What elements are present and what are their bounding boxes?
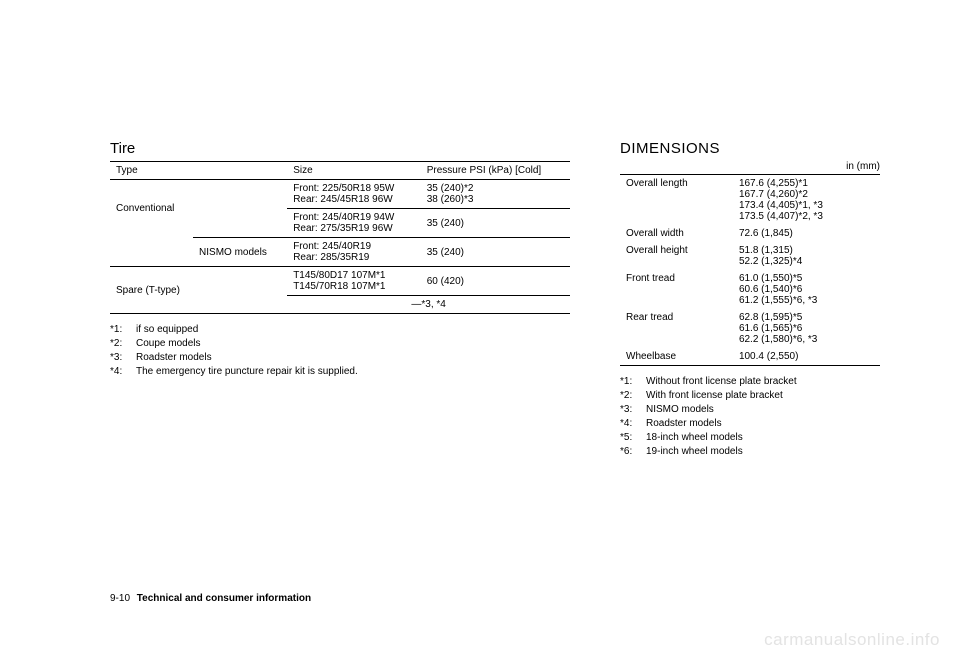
note-row: *2:Coupe models [110,338,570,349]
dim-value: 100.4 (2,550) [733,348,880,366]
note-key: *5: [620,432,646,443]
note-val: 18-inch wheel models [646,432,743,443]
watermark: carmanualsonline.info [764,630,940,650]
dimensions-title: DIMENSIONS [620,140,880,157]
table-row: Conventional Front: 225/50R18 95W Rear: … [110,180,570,209]
note-row: *3:Roadster models [110,352,570,363]
note-row: *5:18-inch wheel models [620,432,880,443]
tire-header-row: Type Size Pressure PSI (kPa) [Cold] [110,162,570,180]
note-val: Roadster models [136,352,212,363]
note-val: Coupe models [136,338,200,349]
note-val: With front license plate bracket [646,390,783,401]
note-val: Without front license plate bracket [646,376,797,387]
dim-label: Overall width [620,225,733,242]
note-row: *2:With front license plate bracket [620,390,880,401]
page-footer: 9-10 Technical and consumer information [110,593,311,604]
table-row: Overall height51.8 (1,315) 52.2 (1,325)*… [620,242,880,270]
note-val: NISMO models [646,404,714,415]
page-title: Technical and consumer information [137,593,311,604]
tire-notes: *1:if so equipped *2:Coupe models *3:Roa… [110,324,570,377]
cell-pressure: 35 (240) [421,209,570,238]
table-row: NISMO models Front: 245/40R19 Rear: 285/… [110,238,570,267]
cell-size: Front: 245/40R19 94W Rear: 275/35R19 96W [287,209,421,238]
cell-blank [110,238,193,267]
note-key: *2: [620,390,646,401]
cell-sub [193,209,287,238]
note-val: 19-inch wheel models [646,446,743,457]
dim-value: 72.6 (1,845) [733,225,880,242]
dim-label: Rear tread [620,309,733,348]
cell-size: T145/80D17 107M*1 T145/70R18 107M*1 [287,267,421,296]
dim-value: 61.0 (1,550)*5 60.6 (1,540)*6 61.2 (1,55… [733,270,880,309]
note-row: *4:The emergency tire puncture repair ki… [110,366,570,377]
page-number: 9-10 [110,593,130,604]
table-row: Wheelbase100.4 (2,550) [620,348,880,366]
dim-label: Front tread [620,270,733,309]
table-row: Spare (T-type) T145/80D17 107M*1 T145/70… [110,267,570,296]
note-key: *3: [110,352,136,363]
note-val: Roadster models [646,418,722,429]
dim-label: Overall length [620,175,733,226]
th-size: Size [287,162,421,180]
table-row: Rear tread62.8 (1,595)*5 61.6 (1,565)*6 … [620,309,880,348]
cell-pressure: 35 (240) [421,238,570,267]
note-row: *4:Roadster models [620,418,880,429]
cell-pressure-note: —*3, *4 [287,296,570,314]
note-val: The emergency tire puncture repair kit i… [136,366,358,377]
th-type: Type [110,162,287,180]
note-key: *1: [620,376,646,387]
cell-pressure: 35 (240)*2 38 (260)*3 [421,180,570,209]
cell-type-spare: Spare (T-type) [110,267,287,314]
note-key: *6: [620,446,646,457]
tire-table: Type Size Pressure PSI (kPa) [Cold] Conv… [110,161,570,314]
dim-value: 167.6 (4,255)*1 167.7 (4,260)*2 173.4 (4… [733,175,880,226]
page: Tire Type Size Pressure PSI (kPa) [Cold]… [0,0,960,664]
cell-size: Front: 225/50R18 95W Rear: 245/45R18 96W [287,180,421,209]
tire-title: Tire [110,140,570,157]
dimensions-unit: in (mm) [620,161,880,172]
note-row: *1:Without front license plate bracket [620,376,880,387]
table-row: Overall length167.6 (4,255)*1 167.7 (4,2… [620,175,880,226]
note-row: *6:19-inch wheel models [620,446,880,457]
dimensions-notes: *1:Without front license plate bracket *… [620,376,880,457]
cell-type-conventional: Conventional [110,180,193,238]
note-key: *4: [110,366,136,377]
note-key: *1: [110,324,136,335]
dimensions-section: DIMENSIONS in (mm) Overall length167.6 (… [620,140,880,460]
dim-value: 51.8 (1,315) 52.2 (1,325)*4 [733,242,880,270]
note-key: *4: [620,418,646,429]
tire-section: Tire Type Size Pressure PSI (kPa) [Cold]… [110,140,570,460]
cell-pressure: 60 (420) [421,267,570,296]
cell-size: Front: 245/40R19 Rear: 285/35R19 [287,238,421,267]
table-row: Overall width72.6 (1,845) [620,225,880,242]
dim-label: Wheelbase [620,348,733,366]
note-row: *3:NISMO models [620,404,880,415]
cell-sub-nismo: NISMO models [193,238,287,267]
note-row: *1:if so equipped [110,324,570,335]
table-row: Front tread61.0 (1,550)*5 60.6 (1,540)*6… [620,270,880,309]
th-pressure: Pressure PSI (kPa) [Cold] [421,162,570,180]
note-key: *3: [620,404,646,415]
dim-label: Overall height [620,242,733,270]
dimensions-table: Overall length167.6 (4,255)*1 167.7 (4,2… [620,174,880,366]
note-val: if so equipped [136,324,198,335]
dim-value: 62.8 (1,595)*5 61.6 (1,565)*6 62.2 (1,58… [733,309,880,348]
content-columns: Tire Type Size Pressure PSI (kPa) [Cold]… [110,140,900,460]
cell-sub [193,180,287,209]
note-key: *2: [110,338,136,349]
